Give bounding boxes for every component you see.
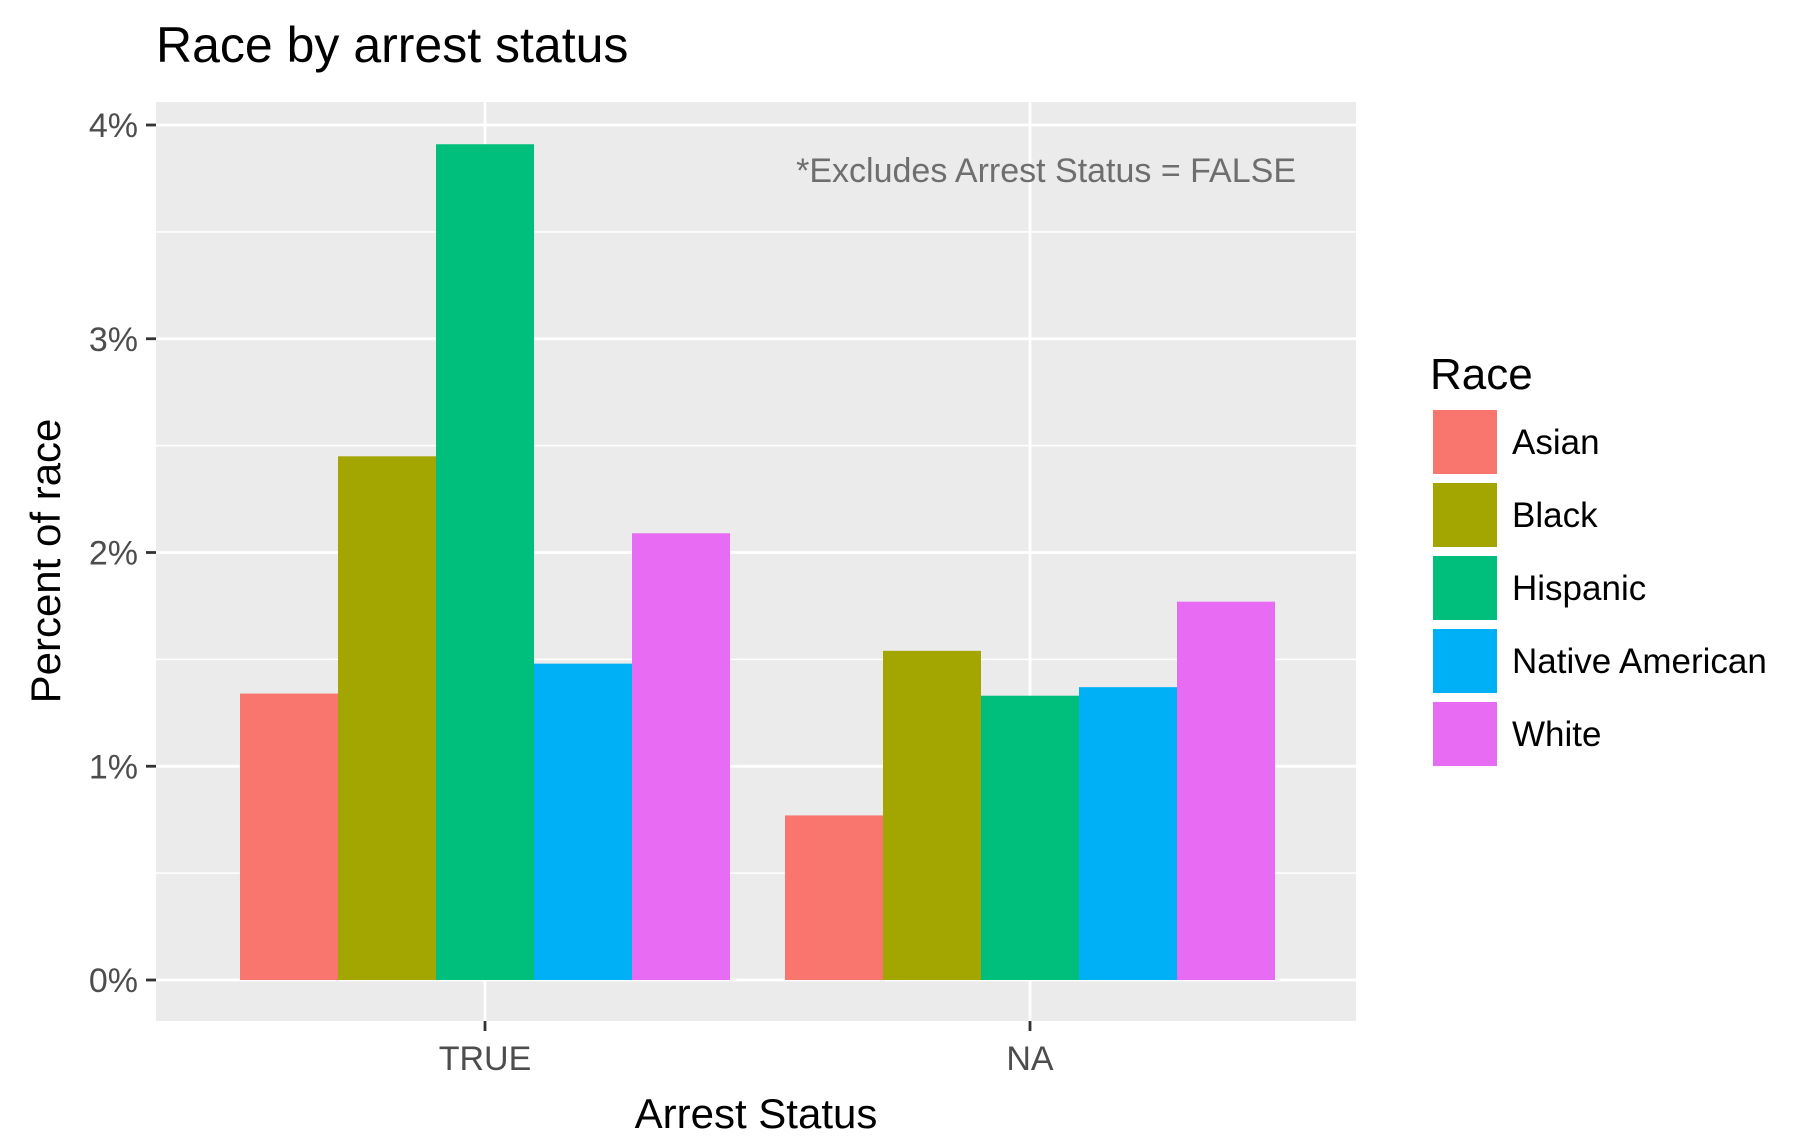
bar-true-asian bbox=[240, 693, 338, 980]
legend-key-white bbox=[1431, 700, 1499, 768]
y-tick-label: 2% bbox=[89, 535, 138, 573]
bar-na-hispanic bbox=[981, 695, 1079, 980]
legend-label: Asian bbox=[1512, 423, 1600, 462]
legend-key-asian bbox=[1431, 408, 1499, 476]
bar-na-asian bbox=[785, 815, 883, 980]
x-tick-label: NA bbox=[1006, 1040, 1054, 1078]
legend-key-hispanic bbox=[1431, 554, 1499, 622]
x-tick-label: TRUE bbox=[439, 1040, 532, 1078]
y-tick-label: 4% bbox=[89, 107, 138, 145]
y-tick-label: 1% bbox=[89, 748, 138, 786]
chart-title: Race by arrest status bbox=[156, 17, 628, 73]
x-axis-title: Arrest Status bbox=[635, 1090, 878, 1137]
legend-label: Black bbox=[1512, 496, 1598, 535]
bar-na-white bbox=[1177, 601, 1275, 980]
y-tick-label: 3% bbox=[89, 321, 138, 359]
y-axis-title: Percent of race bbox=[22, 419, 69, 704]
legend-label: White bbox=[1512, 715, 1601, 754]
legend-title: Race bbox=[1430, 350, 1533, 399]
bar-true-white bbox=[632, 533, 730, 980]
legend: Race Asian Black Hispanic Native American Wh… bbox=[1430, 350, 1767, 768]
annotation: *Excludes Arrest Status = FALSE bbox=[796, 152, 1296, 190]
x-axis: TRUE NA bbox=[439, 1021, 1054, 1078]
y-tick-label: 0% bbox=[89, 962, 138, 1000]
legend-label: Hispanic bbox=[1512, 569, 1646, 608]
y-axis: 0% 1% 2% 3% 4% bbox=[89, 107, 156, 1000]
bar-na-native-american bbox=[1079, 687, 1177, 980]
bar-true-hispanic bbox=[436, 144, 534, 981]
legend-key-black bbox=[1431, 481, 1499, 549]
bar-true-black bbox=[338, 456, 436, 980]
bars bbox=[240, 144, 1275, 981]
bar-na-black bbox=[883, 650, 981, 980]
bar-true-native-american bbox=[534, 663, 632, 980]
legend-key-native-american bbox=[1431, 627, 1499, 695]
legend-label: Native American bbox=[1512, 642, 1767, 681]
